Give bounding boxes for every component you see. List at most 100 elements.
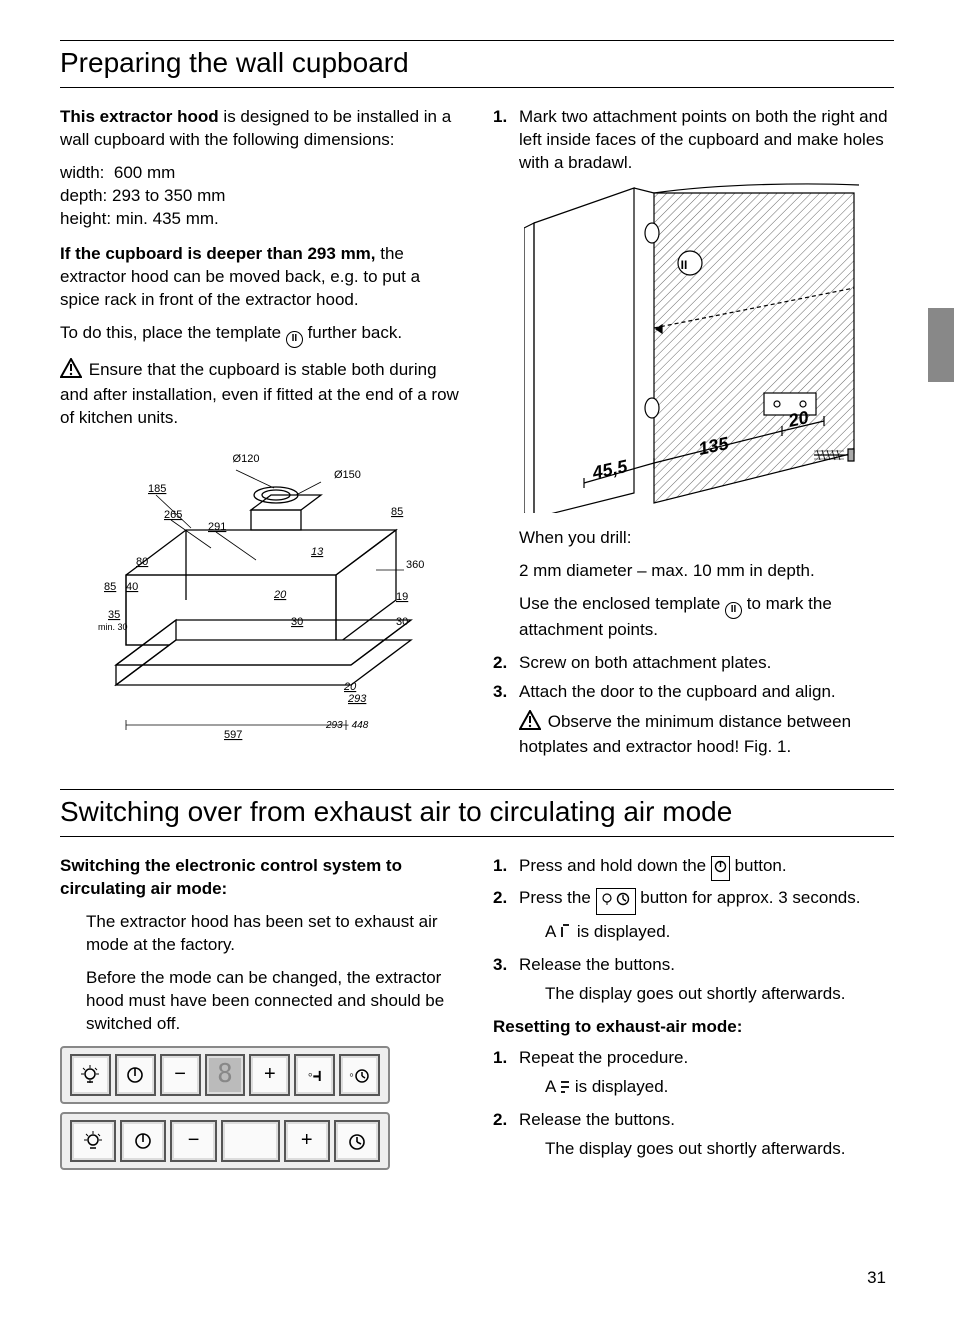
panel1-intensive-icon: ◦⫞ <box>294 1054 335 1096</box>
dim-width-label: width: <box>60 163 104 182</box>
template-para: To do this, place the template II furthe… <box>60 322 461 348</box>
panel1-plus-icon: + <box>249 1054 290 1096</box>
td-lbl-14: 30 <box>291 616 303 628</box>
step-2-num: 2. <box>493 652 519 675</box>
s2-step-1-num: 1. <box>493 855 519 881</box>
deeper-para: If the cupboard is deeper than 293 mm, t… <box>60 243 461 312</box>
template-post: further back. <box>303 323 402 342</box>
template-roman-icon: II <box>286 331 303 348</box>
intro-para: This extractor hood is designed to be in… <box>60 106 461 152</box>
warning-stable: Ensure that the cupboard is stable both … <box>60 358 461 431</box>
section1-body: This extractor hood is designed to be in… <box>60 106 894 769</box>
panel1-timer-icon: ◦ <box>339 1054 380 1096</box>
panel2-blank <box>221 1120 280 1162</box>
reset-step-2-num: 2. <box>493 1109 519 1132</box>
cf-lbl-2: 20 <box>785 407 810 431</box>
td-lbl-4: 291 <box>208 521 226 533</box>
reset-step-1-disp: A is displayed. <box>545 1076 894 1099</box>
page-edge-tab <box>928 308 954 382</box>
td-lbl-20: 293 - 448 <box>325 720 369 731</box>
td-lbl-7: 85 <box>104 581 116 593</box>
deeper-bold: If the cupboard is deeper than 293 mm, <box>60 244 376 263</box>
section2-body: Switching the electronic control system … <box>60 855 894 1178</box>
step-3-num: 3. <box>493 681 519 704</box>
panel1-display: 8 <box>205 1054 246 1096</box>
td-lbl-3: 265 <box>164 509 182 521</box>
panel1-minus-icon: − <box>160 1054 201 1096</box>
control-panel-1: − 8 + ◦⫞ ◦ <box>60 1046 390 1104</box>
template-pre: To do this, place the template <box>60 323 286 342</box>
drill3-pre: Use the enclosed template <box>519 594 725 613</box>
td-lbl-13: 19 <box>396 591 408 603</box>
section1-right-col: 1. Mark two attachment points on both th… <box>493 106 894 769</box>
r1d-pre: A <box>545 1077 560 1096</box>
td-lbl-10: min. 30 <box>98 622 128 632</box>
dim-depth-val: 293 to 350 mm <box>112 186 225 205</box>
td-lbl-2: 185 <box>148 483 166 495</box>
bars-symbol-icon <box>560 1077 570 1097</box>
s2-step-3-num: 3. <box>493 954 519 977</box>
td-lbl-5: 85 <box>391 506 403 518</box>
s2s1-pre: Press and hold down the <box>519 856 711 875</box>
template-roman-icon-2: II <box>725 602 742 619</box>
drill-line1: When you drill: <box>519 527 894 550</box>
s2-step-2-disp: A is displayed. <box>545 921 894 944</box>
step-2-text: Screw on both attachment plates. <box>519 652 894 675</box>
reset-step-1: 1. Repeat the procedure. <box>493 1047 894 1070</box>
section1-left-col: This extractor hood is designed to be in… <box>60 106 461 769</box>
dim-width-val: 600 mm <box>114 163 175 182</box>
panel2-plus-icon: + <box>284 1120 330 1162</box>
td-lbl-12: 360 <box>406 559 424 571</box>
reset-step-1-num: 1. <box>493 1047 519 1070</box>
cupboard-figure: II 45,5 135 20 <box>493 183 894 513</box>
control-panel-2: − + <box>60 1112 390 1170</box>
td-lbl-16: 20 <box>273 589 287 601</box>
s2s1-post: button. <box>730 856 787 875</box>
r1d-post: is displayed. <box>570 1077 668 1096</box>
reset-step-1-text: Repeat the procedure. <box>519 1047 894 1070</box>
td-lbl-18: 20 <box>343 681 357 693</box>
s2-step-1-text: Press and hold down the button. <box>519 855 894 881</box>
section2-left-col: Switching the electronic control system … <box>60 855 461 1178</box>
s2-step-3-after: The display goes out shortly afterwards. <box>545 983 894 1006</box>
s2-step-2-text: Press the button for approx. 3 seconds. <box>519 887 894 915</box>
drill-line3: Use the enclosed template II to mark the… <box>519 593 894 642</box>
section2-right-col: 1. Press and hold down the button. 2. Pr… <box>493 855 894 1178</box>
step-1-text: Mark two attachment points on both the r… <box>519 106 894 175</box>
warn1-text: Ensure that the cupboard is stable both … <box>60 360 459 428</box>
roman-ii-label: II <box>680 258 687 272</box>
s2s2-pre: Press the <box>519 888 596 907</box>
s2-step-3: 3. Release the buttons. <box>493 954 894 977</box>
intro-bold: This extractor hood <box>60 107 219 126</box>
dimensions: width: 600 mm depth: 293 to 350 mm heigh… <box>60 162 461 231</box>
s2-left-p2: Before the mode can be changed, the extr… <box>86 967 461 1036</box>
s2-step-2: 2. Press the button for approx. 3 second… <box>493 887 894 915</box>
s2-step-2-num: 2. <box>493 887 519 915</box>
warn2-text: Observe the minimum distance between hot… <box>519 712 851 757</box>
s2-left-p1: The extractor hood has been set to exhau… <box>86 911 461 957</box>
td-lbl-11: 597 <box>224 729 242 741</box>
dim-height-val: min. 435 mm. <box>116 209 219 228</box>
panel1-power-icon <box>115 1054 156 1096</box>
warning-icon-2 <box>519 710 541 737</box>
step-1-num: 1. <box>493 106 519 175</box>
td-lbl-9: 35 <box>108 609 120 621</box>
page-number: 31 <box>867 1268 886 1288</box>
td-lbl-8: 40 <box>126 581 138 593</box>
section1-title: Preparing the wall cupboard <box>60 40 894 88</box>
td-lbl-6: 80 <box>136 556 148 568</box>
reset-step-2-after: The display goes out shortly afterwards. <box>545 1138 894 1161</box>
reset-step-2-text: Release the buttons. <box>519 1109 894 1132</box>
step-2: 2. Screw on both attachment plates. <box>493 652 894 675</box>
step-3-text: Attach the door to the cupboard and alig… <box>519 681 894 704</box>
td-lbl-1: Ø150 <box>334 469 361 481</box>
power-button-icon <box>711 856 730 881</box>
panel2-light-icon <box>70 1120 116 1162</box>
s2s2-post: button for approx. 3 seconds. <box>636 888 861 907</box>
reset-heading: Resetting to exhaust-air mode: <box>493 1016 894 1039</box>
s2-left-heading: Switching the electronic control system … <box>60 855 461 901</box>
panel2-power-icon <box>120 1120 166 1162</box>
drill-line2: 2 mm diameter – max. 10 mm in depth. <box>519 560 894 583</box>
section2-title: Switching over from exhaust air to circu… <box>60 789 894 837</box>
s2-step-3-text: Release the buttons. <box>519 954 894 977</box>
